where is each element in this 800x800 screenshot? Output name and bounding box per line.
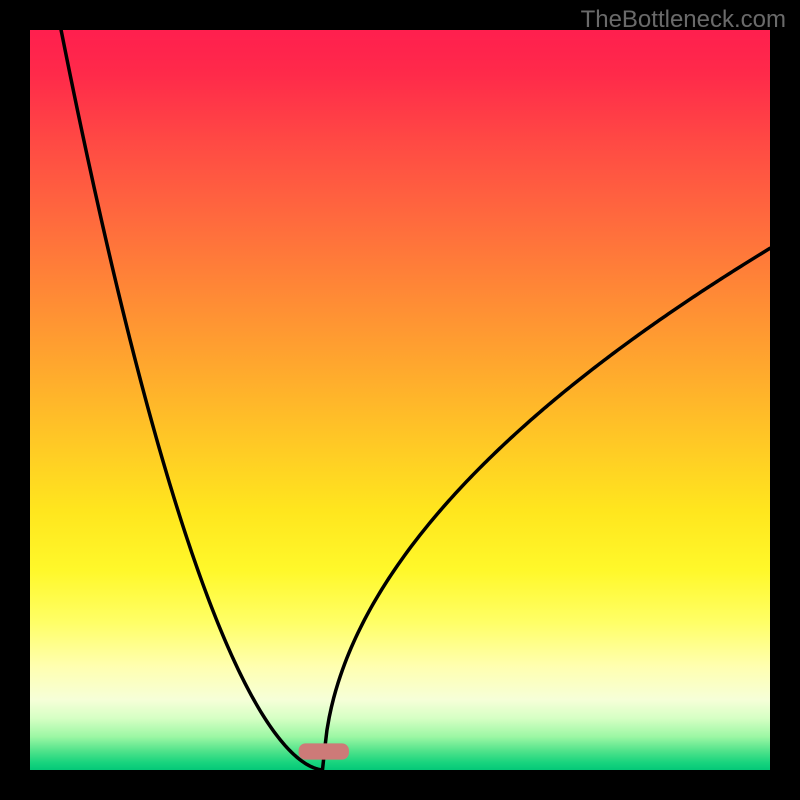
plot-area — [30, 30, 770, 770]
minimum-marker — [299, 743, 349, 759]
watermark-text: TheBottleneck.com — [581, 6, 786, 34]
bottleneck-curve — [30, 30, 770, 770]
